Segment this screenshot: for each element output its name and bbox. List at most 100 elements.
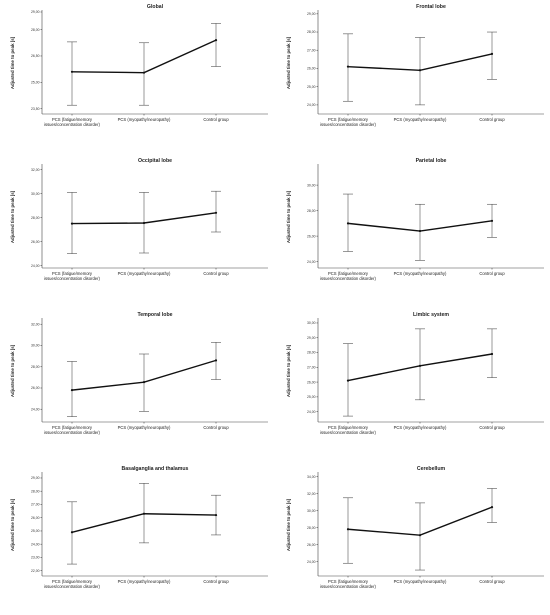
data-point <box>346 65 350 68</box>
chart-panel-7: Cerebellum Adjusted time to peak [s] 24,00… <box>278 464 550 614</box>
chart-title: Limbic system <box>413 312 449 318</box>
y-tick-label: 26,00 <box>31 386 40 390</box>
chart-title: Occipital lobe <box>138 158 172 164</box>
y-tick-label: 26,00 <box>307 67 316 71</box>
chart-panel-2: Occipital lobe Adjusted time to peak [s] 2… <box>2 156 274 306</box>
y-tick-label: 27,00 <box>31 503 40 507</box>
error-bar <box>487 31 497 80</box>
chart-svg: Global Adjusted time to peak [s] 23,50 25,0… <box>10 4 268 127</box>
data-point <box>490 219 494 222</box>
error-bar <box>343 497 353 564</box>
x-tick-label: PCS (myopathy/neuropathy) <box>394 117 447 122</box>
chart-svg: Basalganglia and thalamus Adjusted time t… <box>10 466 268 589</box>
chart-title: Cerebellum <box>417 466 446 472</box>
error-bar <box>487 488 497 523</box>
chart-title: Frontal lobe <box>416 4 446 10</box>
y-axis-label: Adjusted time to peak [s] <box>286 498 291 551</box>
chart-panel-1: Frontal lobe Adjusted time to peak [s] 24,… <box>278 2 550 152</box>
y-tick-label: 25,00 <box>307 85 316 89</box>
data-point <box>142 71 146 74</box>
x-tick-label: PCS (fatigue/memory issues/concentration … <box>44 425 100 435</box>
y-axis-label: Adjusted time to peak [s] <box>286 344 291 397</box>
x-tick-label: Control group <box>203 117 229 122</box>
y-tick-label: 25,00 <box>31 529 40 533</box>
x-tick-label: PCS (myopathy/neuropathy) <box>118 271 171 276</box>
y-tick-label: 24,00 <box>31 264 40 268</box>
y-tick-label: 26,00 <box>307 234 316 238</box>
error-bar <box>139 42 149 106</box>
x-tick-label: Control group <box>203 271 229 276</box>
x-tick-label: PCS (fatigue/memory issues/concentration … <box>44 579 100 589</box>
y-tick-label: 28,00 <box>307 30 316 34</box>
data-point <box>418 69 422 72</box>
y-tick-label: 23,00 <box>31 556 40 560</box>
x-tick-label: PCS (fatigue/memory issues/concentration … <box>320 579 376 589</box>
chart-panel-3: Parietal lobe Adjusted time to peak [s] 24… <box>278 156 550 306</box>
data-point <box>346 222 350 225</box>
y-tick-label: 26,00 <box>307 380 316 384</box>
chart-panel-6: Basalganglia and thalamus Adjusted time t… <box>2 464 274 614</box>
x-tick-label: PCS (fatigue/memory issues/concentration … <box>44 117 100 127</box>
y-tick-label: 29,00 <box>307 12 316 16</box>
y-tick-label: 26,00 <box>31 516 40 520</box>
x-tick-label: PCS (myopathy/neuropathy) <box>394 579 447 584</box>
data-point <box>70 222 74 225</box>
y-tick-label: 30,00 <box>31 192 40 196</box>
chart-svg: Frontal lobe Adjusted time to peak [s] 24,… <box>286 4 544 127</box>
chart-svg: Cerebellum Adjusted time to peak [s] 24,00… <box>286 466 544 589</box>
chart-panel-4: Temporal lobe Adjusted time to peak [s] 24… <box>2 310 274 460</box>
y-tick-label: 32,00 <box>31 322 40 326</box>
y-tick-label: 32,00 <box>31 168 40 172</box>
y-tick-label: 24,00 <box>307 410 316 414</box>
y-tick-label: 30,00 <box>307 183 316 187</box>
error-bar <box>67 41 77 106</box>
chart-title: Global <box>147 4 164 10</box>
x-tick-label: PCS (fatigue/memory issues/concentration … <box>320 271 376 281</box>
y-tick-label: 26,00 <box>307 543 316 547</box>
data-point <box>142 381 146 384</box>
chart-panel-5: Limbic system Adjusted time to peak [s] 24… <box>278 310 550 460</box>
y-tick-label: 29,00 <box>31 476 40 480</box>
y-tick-label: 28,00 <box>31 216 40 220</box>
error-bar <box>415 203 425 261</box>
chart-title: Temporal lobe <box>137 312 172 318</box>
data-point <box>142 512 146 515</box>
data-point <box>418 534 422 537</box>
data-point <box>214 211 218 214</box>
y-tick-label: 28,00 <box>31 28 40 32</box>
y-tick-label: 28,00 <box>307 351 316 355</box>
data-point <box>490 52 494 55</box>
error-bar <box>211 23 221 67</box>
data-point <box>418 364 422 367</box>
y-tick-label: 28,00 <box>31 489 40 493</box>
y-tick-label: 29,00 <box>31 10 40 14</box>
y-axis-label: Adjusted time to peak [s] <box>286 190 291 243</box>
data-point <box>142 221 146 225</box>
x-tick-label: PCS (fatigue/memory issues/concentration … <box>320 117 376 127</box>
data-point <box>490 352 494 356</box>
chart-title: Basalganglia and thalamus <box>122 466 189 472</box>
data-point <box>214 513 218 517</box>
y-axis-label: Adjusted time to peak [s] <box>10 36 15 89</box>
y-tick-label: 28,00 <box>307 209 316 213</box>
x-tick-label: Control group <box>203 425 229 430</box>
y-tick-label: 25,00 <box>31 81 40 85</box>
y-tick-label: 26,00 <box>31 240 40 244</box>
chart-svg: Limbic system Adjusted time to peak [s] 24… <box>286 312 544 435</box>
y-tick-label: 24,00 <box>307 260 316 264</box>
error-bar <box>415 502 425 571</box>
x-tick-label: PCS (fatigue/memory issues/concentration … <box>44 271 100 281</box>
data-point <box>70 70 74 73</box>
y-tick-label: 29,00 <box>307 336 316 340</box>
y-tick-label: 24,00 <box>307 103 316 107</box>
x-tick-label: Control group <box>479 425 505 430</box>
x-tick-label: Control group <box>203 579 229 584</box>
y-tick-label: 28,00 <box>31 365 40 369</box>
y-tick-label: 30,00 <box>307 509 316 513</box>
y-tick-label: 27,00 <box>307 366 316 370</box>
data-point <box>346 528 350 531</box>
x-tick-label: Control group <box>479 271 505 276</box>
y-tick-label: 24,00 <box>31 407 40 411</box>
chart-title: Parietal lobe <box>416 158 447 164</box>
